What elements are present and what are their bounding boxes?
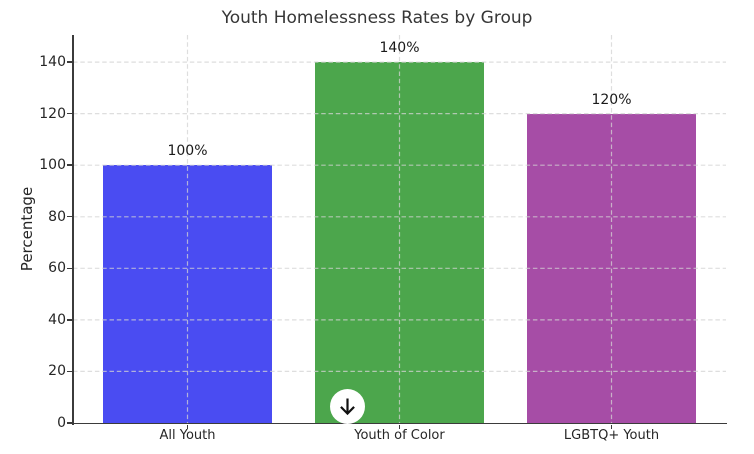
x-tick-label: LGBTQ+ Youth <box>563 428 660 443</box>
chart-title: Youth Homelessness Rates by Group <box>221 8 533 28</box>
y-axis-spine <box>72 35 74 425</box>
bar-lgbtq-youth <box>526 113 697 423</box>
y-tick-label: 0 <box>57 415 66 431</box>
y-tick-mark <box>67 112 72 115</box>
scroll-down-indicator[interactable] <box>330 389 365 424</box>
x-tick-mark <box>186 424 189 429</box>
y-tick-label: 40 <box>48 311 66 328</box>
bar-value-label: 140% <box>379 40 420 57</box>
bar-youth-of-color <box>314 62 485 423</box>
x-tick-mark <box>398 424 401 429</box>
bar-value-label: 100% <box>167 143 208 160</box>
bar-value-label: 120% <box>591 91 632 108</box>
x-tick-mark <box>610 424 613 429</box>
x-tick-label: Youth of Color <box>354 428 445 443</box>
y-tick-label: 20 <box>48 363 66 380</box>
y-tick-mark <box>67 319 72 321</box>
y-tick-label: 140 <box>39 54 66 71</box>
y-tick-label: 80 <box>48 208 66 225</box>
y-tick-label: 120 <box>39 105 66 122</box>
y-tick-label: 100 <box>39 157 66 174</box>
y-tick-mark <box>67 216 72 218</box>
down-arrow-icon <box>340 398 355 416</box>
y-tick-mark <box>67 164 72 166</box>
y-tick-mark <box>67 422 72 424</box>
y-tick-label: 60 <box>48 260 66 277</box>
x-axis-spine <box>72 422 727 425</box>
y-axis-label: Percentage <box>18 186 36 272</box>
y-tick-mark <box>67 267 72 269</box>
x-tick-label: All Youth <box>159 428 216 443</box>
bar-all-youth <box>102 165 273 423</box>
y-tick-mark <box>67 61 72 63</box>
plot-area: 0 20 40 60 80 100 120 140 100% All Youth 140% Youth… <box>39 35 727 443</box>
y-tick-mark <box>67 370 72 373</box>
